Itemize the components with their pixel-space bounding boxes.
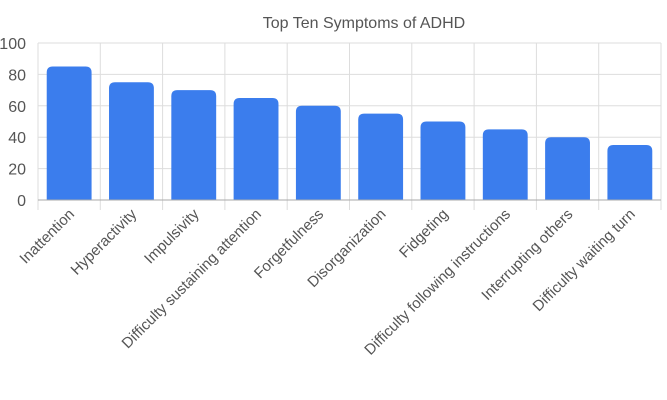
x-tick-label: Fidgeting: [396, 206, 452, 262]
bar: [295, 105, 341, 200]
bar: [482, 129, 528, 200]
y-tick-label: 0: [17, 193, 26, 210]
bar: [545, 137, 590, 200]
y-tick-label: 60: [8, 99, 26, 116]
y-axis-ticks: 0 20 40 60 80 100: [0, 36, 26, 210]
bar: [46, 66, 92, 200]
bars: [46, 66, 653, 200]
chart-title: Top Ten Symptoms of ADHD: [263, 15, 465, 32]
bar: [358, 113, 404, 200]
x-tick-label: Inattention: [16, 206, 78, 268]
y-tick-label: 100: [0, 36, 26, 53]
x-tick-label: Difficulty waiting turn: [530, 206, 639, 315]
x-tick-label: Impulsivity: [141, 205, 203, 267]
bar: [607, 145, 653, 200]
y-tick-label: 80: [8, 67, 26, 84]
bar: [420, 121, 466, 200]
bar: [171, 90, 217, 200]
bar: [233, 97, 279, 200]
y-tick-label: 40: [8, 130, 26, 147]
x-tick-label: Hyperactivity: [68, 205, 141, 278]
bar: [109, 82, 154, 200]
y-tick-label: 20: [8, 162, 26, 179]
